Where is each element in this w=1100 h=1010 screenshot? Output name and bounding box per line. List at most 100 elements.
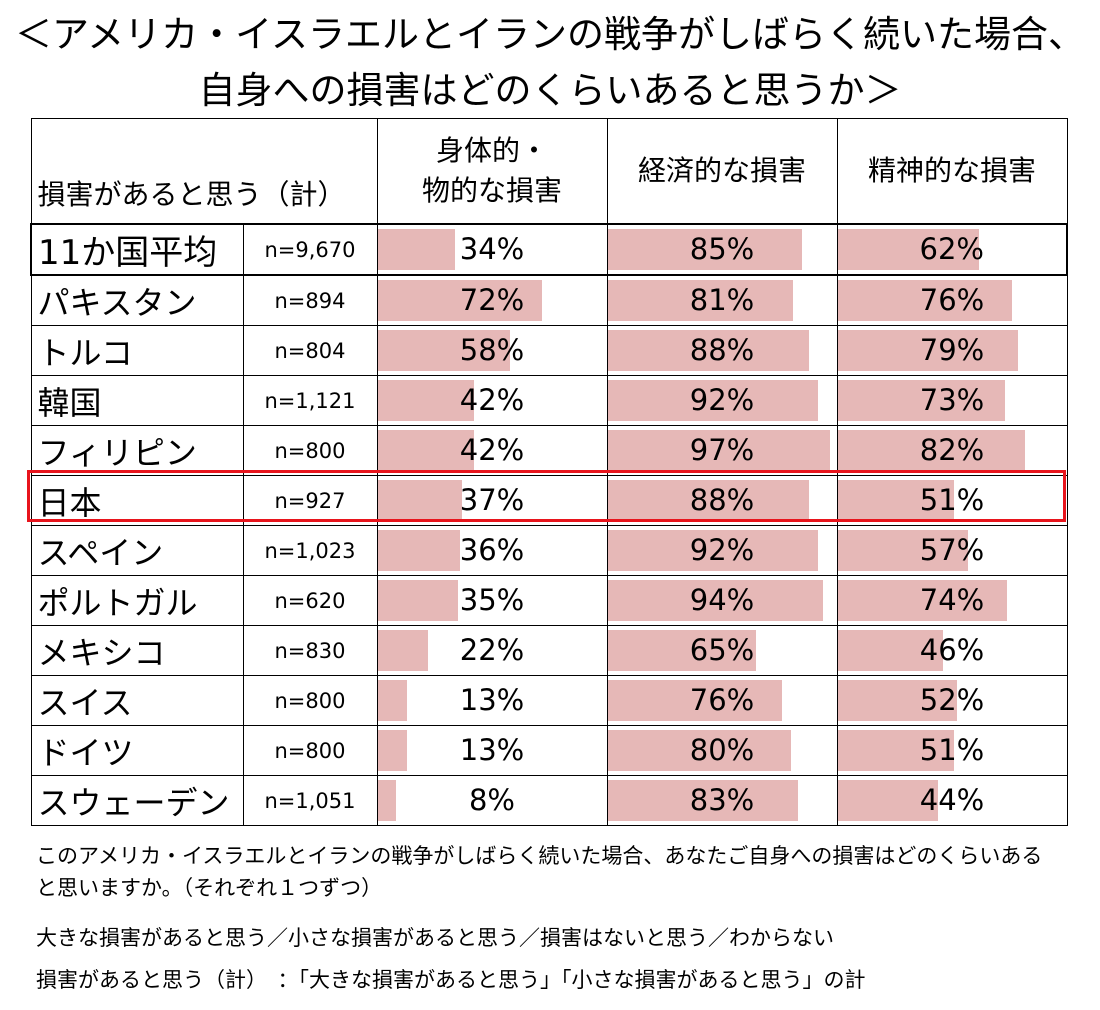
table-row: 日本 n=927 37% 88% 51% bbox=[30, 475, 1068, 526]
value-bar-mental bbox=[838, 280, 1012, 321]
value-label-economic: 88% bbox=[689, 483, 755, 517]
country-name: パキスタン bbox=[30, 274, 244, 326]
value-bar-economic bbox=[608, 229, 803, 270]
value-bar-economic bbox=[608, 530, 819, 571]
value-cell-physical: 42% bbox=[376, 375, 608, 426]
country-name: ドイツ bbox=[30, 725, 244, 776]
value-label-mental: 44% bbox=[919, 783, 985, 817]
value-label-economic: 97% bbox=[689, 433, 755, 467]
value-label-mental: 73% bbox=[919, 383, 985, 417]
value-label-physical: 13% bbox=[459, 683, 525, 717]
value-label-mental: 51% bbox=[919, 483, 985, 517]
value-label-physical: 22% bbox=[459, 633, 525, 667]
note-question-line1: このアメリカ・イスラエルとイランの戦争がしばらく続いた場合、あなたご自身への損害… bbox=[36, 844, 1043, 868]
value-label-mental: 52% bbox=[919, 683, 985, 717]
sample-size: n=800 bbox=[242, 425, 378, 476]
value-label-economic: 81% bbox=[689, 283, 755, 317]
chart-title-line1: ＜アメリカ・イスラエルとイランの戦争がしばらく続いた場合、 bbox=[14, 13, 1086, 56]
value-bar-mental bbox=[838, 580, 1007, 621]
value-cell-economic: 85% bbox=[606, 223, 838, 276]
value-cell-physical: 34% bbox=[376, 223, 608, 276]
chart-title-line2: 自身への損害はどのくらいあると思うか＞ bbox=[198, 69, 902, 112]
value-label-economic: 83% bbox=[689, 783, 755, 817]
value-label-economic: 65% bbox=[689, 633, 755, 667]
table-row: 韓国 n=1,121 42% 92% 73% bbox=[30, 375, 1068, 426]
value-label-mental: 74% bbox=[919, 583, 985, 617]
value-label-mental: 62% bbox=[919, 232, 984, 266]
value-label-physical: 13% bbox=[459, 733, 525, 767]
sample-size: n=927 bbox=[242, 475, 378, 526]
value-bar-economic bbox=[608, 330, 810, 371]
value-label-physical: 58% bbox=[459, 333, 525, 367]
value-cell-mental: 51% bbox=[836, 475, 1068, 526]
value-bar-physical bbox=[378, 630, 428, 671]
value-bar-physical bbox=[378, 680, 408, 721]
sample-size: n=1,023 bbox=[242, 525, 378, 576]
value-cell-economic: 88% bbox=[606, 475, 838, 526]
table-body: 11か国平均 n=9,670 34% 85% 62% パキスタン n=894 72% 81% 76… bbox=[30, 223, 1068, 826]
value-label-mental: 82% bbox=[919, 433, 985, 467]
value-cell-mental: 73% bbox=[836, 375, 1068, 426]
value-label-mental: 51% bbox=[919, 733, 985, 767]
value-label-physical: 8% bbox=[468, 783, 515, 817]
value-cell-mental: 52% bbox=[836, 675, 1068, 726]
value-cell-physical: 37% bbox=[376, 475, 608, 526]
value-bar-economic bbox=[608, 630, 757, 671]
value-label-mental: 46% bbox=[919, 633, 985, 667]
value-bar-economic bbox=[608, 480, 810, 521]
value-cell-physical: 13% bbox=[376, 725, 608, 776]
value-bar-mental bbox=[838, 730, 955, 771]
sample-size: n=894 bbox=[242, 274, 378, 326]
value-bar-economic bbox=[608, 780, 798, 821]
value-cell-mental: 62% bbox=[836, 223, 1068, 276]
value-bar-physical bbox=[378, 730, 408, 771]
value-bar-mental bbox=[838, 430, 1026, 471]
value-cell-physical: 22% bbox=[376, 625, 608, 676]
country-name: 韓国 bbox=[30, 375, 244, 426]
value-cell-economic: 81% bbox=[606, 274, 838, 326]
value-cell-economic: 76% bbox=[606, 675, 838, 726]
value-cell-economic: 92% bbox=[606, 525, 838, 576]
value-cell-economic: 92% bbox=[606, 375, 838, 426]
table-row: メキシコ n=830 22% 65% 46% bbox=[30, 625, 1068, 676]
value-cell-physical: 72% bbox=[376, 274, 608, 326]
value-cell-economic: 65% bbox=[606, 625, 838, 676]
value-label-economic: 85% bbox=[689, 232, 755, 266]
table-row: スイス n=800 13% 76% 52% bbox=[30, 675, 1068, 726]
country-name: スウェーデン bbox=[30, 775, 244, 826]
value-label-physical: 37% bbox=[459, 483, 525, 517]
column-header-economic: 経済的な損害 bbox=[606, 118, 838, 225]
value-bar-economic bbox=[608, 580, 823, 621]
header-row: 損害があると思う（計） 身体的・ 物的な損害 経済的な損害 精神的な損害 bbox=[30, 118, 1068, 225]
value-cell-physical: 36% bbox=[376, 525, 608, 576]
sample-size: n=800 bbox=[242, 675, 378, 726]
note-total-definition: 損害があると思う（計） ：「大きな損害があると思う」「小さな損害があると思う」の… bbox=[36, 968, 866, 992]
value-bar-economic bbox=[608, 380, 819, 421]
value-label-physical: 42% bbox=[459, 433, 525, 467]
table-row: フィリピン n=800 42% 97% 82% bbox=[30, 425, 1068, 476]
table-row: ポルトガル n=620 35% 94% 74% bbox=[30, 575, 1068, 626]
value-bar-mental bbox=[838, 380, 1005, 421]
table-row: パキスタン n=894 72% 81% 76% bbox=[30, 274, 1068, 326]
value-cell-physical: 8% bbox=[376, 775, 608, 826]
value-label-economic: 94% bbox=[689, 583, 755, 617]
value-bar-physical bbox=[378, 480, 463, 521]
value-bar-physical bbox=[378, 330, 511, 371]
country-name: トルコ bbox=[30, 325, 244, 376]
value-label-physical: 36% bbox=[459, 533, 525, 567]
sample-size: n=800 bbox=[242, 725, 378, 776]
value-cell-physical: 13% bbox=[376, 675, 608, 726]
value-bar-physical bbox=[378, 430, 474, 471]
country-name: スイス bbox=[30, 675, 244, 726]
table-row: スウェーデン n=1,051 8% 83% 44% bbox=[30, 775, 1068, 826]
country-name: スペイン bbox=[30, 525, 244, 576]
value-bar-physical bbox=[378, 229, 456, 270]
value-bar-mental bbox=[838, 229, 980, 270]
table-row: スペイン n=1,023 36% 92% 57% bbox=[30, 525, 1068, 576]
value-cell-economic: 97% bbox=[606, 425, 838, 476]
country-name: メキシコ bbox=[30, 625, 244, 676]
value-cell-mental: 44% bbox=[836, 775, 1068, 826]
row-header: 損害があると思う（計） bbox=[30, 118, 378, 225]
value-cell-mental: 46% bbox=[836, 625, 1068, 676]
column-header-physical-line1: 身体的・ bbox=[435, 134, 548, 167]
